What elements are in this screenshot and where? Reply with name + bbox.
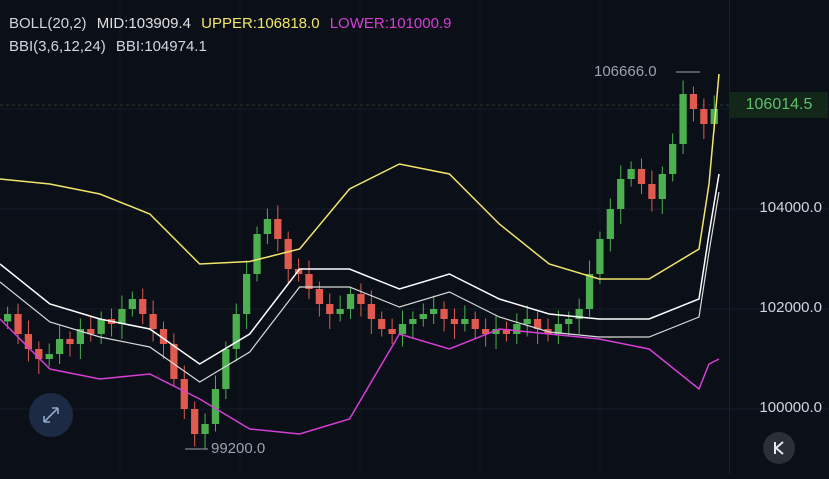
candle — [55, 339, 64, 354]
candle — [149, 314, 157, 329]
candle — [378, 319, 386, 329]
candle — [336, 309, 344, 314]
candle — [284, 239, 292, 269]
low-price-label: 99200.0 — [211, 440, 266, 457]
candle — [669, 144, 677, 174]
bbi-line — [0, 191, 720, 383]
candle — [700, 109, 708, 124]
axis-label-102000: 102000.0 — [759, 299, 822, 316]
candle — [409, 319, 417, 324]
candle — [263, 219, 272, 234]
candle — [710, 109, 718, 124]
candle — [118, 309, 126, 324]
candle — [637, 169, 646, 184]
candle — [648, 184, 656, 199]
legend-bbi-label: BBI(3,6,12,24) — [9, 38, 106, 55]
candle — [45, 354, 53, 359]
candle — [596, 239, 604, 274]
collapse-k-icon — [774, 441, 784, 455]
candle — [440, 309, 448, 319]
candle — [35, 349, 43, 359]
candle — [533, 319, 542, 329]
candle — [689, 94, 698, 109]
candle — [139, 299, 147, 314]
candle — [14, 314, 22, 334]
collapse-button[interactable] — [763, 432, 795, 464]
candle — [606, 209, 614, 239]
candle — [87, 329, 95, 334]
candle — [4, 314, 12, 322]
candle — [617, 179, 625, 209]
legend-bbi: BBI(3,6,12,24) BBI:104974.1 — [9, 38, 213, 55]
legend-lower: LOWER:101000.9 — [329, 15, 452, 32]
legend-upper: UPPER:106818.0 — [201, 15, 320, 32]
candle — [180, 379, 188, 409]
price-axis[interactable]: 106014.5 104000.0 102000.0 100000.0 — [729, 0, 829, 474]
candle — [398, 324, 407, 334]
candle — [191, 409, 199, 434]
candle — [513, 324, 521, 334]
band-mid — [0, 173, 720, 365]
candle — [575, 309, 583, 319]
legend-bbi-value: BBI:104974.1 — [115, 38, 207, 55]
candle — [482, 329, 490, 334]
candle — [554, 324, 563, 334]
candle — [471, 319, 479, 329]
expand-diagonal-icon — [43, 407, 59, 423]
candle — [461, 319, 469, 324]
candle — [243, 274, 251, 314]
legend-mid: MID:103909.4 — [96, 15, 191, 32]
candle — [565, 319, 573, 324]
candle — [170, 344, 178, 379]
candle — [502, 329, 511, 334]
candle — [222, 349, 230, 389]
candle — [128, 299, 136, 309]
candle — [159, 329, 168, 344]
candle — [492, 329, 500, 334]
candle — [211, 389, 220, 424]
candle — [97, 319, 105, 334]
candle — [419, 314, 427, 319]
candle — [430, 309, 438, 314]
last-price-badge: 106014.5 — [730, 92, 828, 118]
candle — [326, 304, 334, 314]
legend-boll: BOLL(20,2) MID:103909.4 UPPER:106818.0 L… — [9, 15, 457, 32]
candle — [274, 219, 282, 239]
band-upper — [0, 73, 720, 280]
candle — [450, 319, 459, 324]
axis-label-100000: 100000.0 — [759, 399, 822, 416]
axis-label-104000: 104000.0 — [759, 199, 822, 216]
candle — [367, 304, 375, 319]
candle — [253, 234, 261, 274]
candle — [679, 94, 687, 144]
candle — [627, 169, 635, 179]
high-price-label: 106666.0 — [594, 63, 657, 80]
candle — [305, 274, 313, 289]
candle — [232, 314, 240, 349]
candle — [585, 274, 594, 309]
candle — [523, 319, 531, 324]
band-lower — [0, 318, 720, 435]
expand-button[interactable] — [29, 393, 73, 437]
candle — [315, 289, 324, 304]
legend-boll-label: BOLL(20,2) — [9, 15, 87, 32]
candle — [388, 329, 396, 334]
candle — [76, 329, 85, 344]
candle — [357, 294, 365, 304]
candle — [201, 424, 209, 434]
candle — [346, 294, 355, 309]
candle — [66, 339, 74, 344]
candle — [24, 334, 33, 349]
candle — [658, 174, 666, 199]
